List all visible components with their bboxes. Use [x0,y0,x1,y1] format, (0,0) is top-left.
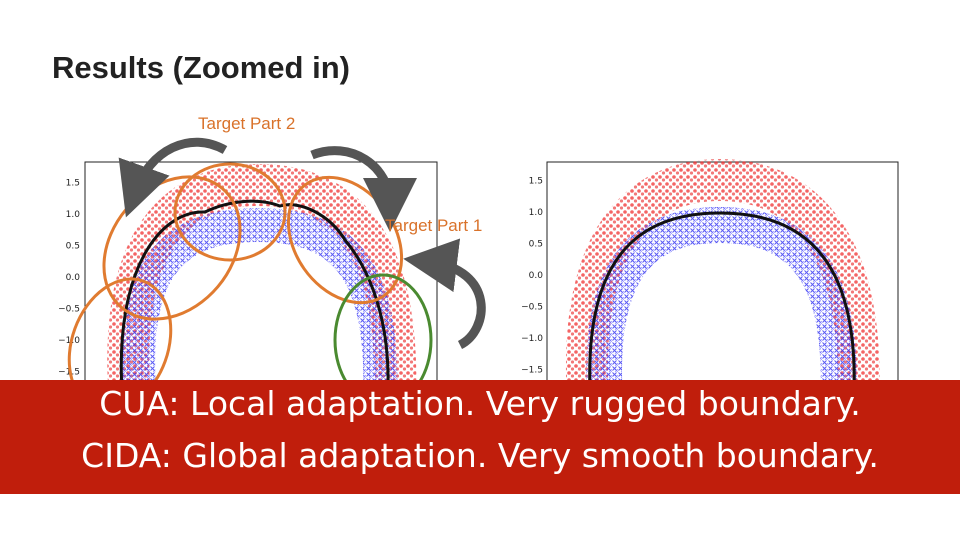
plot-right: 1.5 1.0 0.5 0.0 −0.5 −1.0 −1.5 [521,158,899,402]
banner [0,380,960,494]
y-tick-label: 0.5 [529,240,543,250]
y-tick-label: 1.5 [66,179,80,189]
y-tick-label: 1.0 [66,210,81,220]
y-tick-label: −1.0 [58,336,80,346]
y-tick-label: −0.5 [58,305,80,315]
slide-title: Results (Zoomed in) [52,50,350,85]
y-tick-label: −1.5 [521,366,543,376]
y-tick-label: 1.0 [529,208,544,218]
y-tick-label: 0.5 [66,242,80,252]
y-tick-label: −0.5 [521,303,543,313]
banner-line: CUA: Local adaptation. Very rugged bound… [99,384,861,423]
banner-line: CIDA: Global adaptation. Very smooth bou… [81,436,879,475]
arrows [118,137,486,350]
annotation: Target Part 2 [198,114,295,133]
y-tick-label: 0.0 [529,271,544,281]
y-tick-label: 0.0 [66,273,81,283]
y-tick-label: 1.5 [529,177,543,187]
y-tick-label: −1.0 [521,334,543,344]
annotation: Target Part 1 [385,216,482,235]
